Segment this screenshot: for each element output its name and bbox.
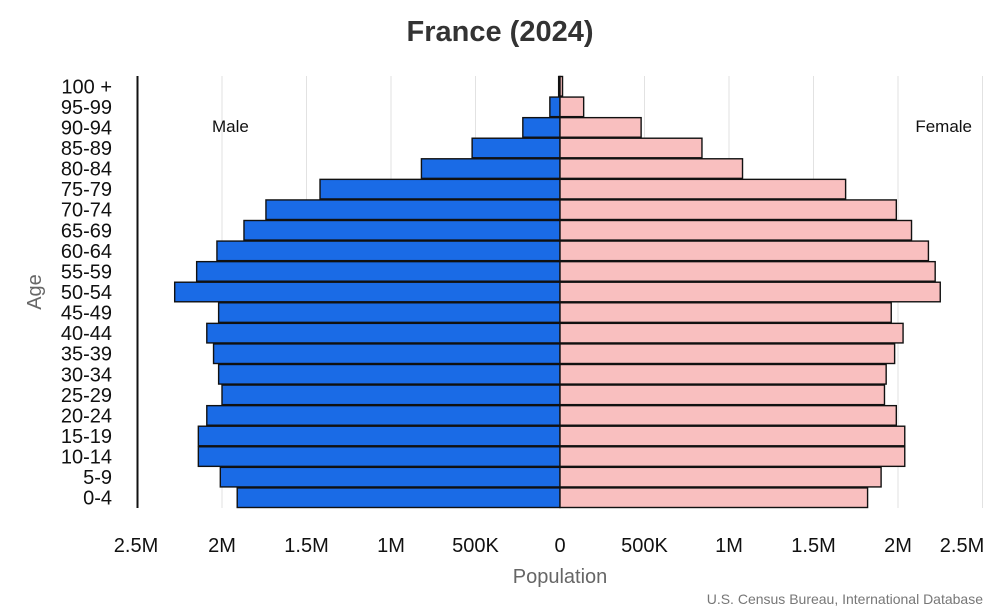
age-tick-label: 40-44 <box>61 323 112 345</box>
female-bar-85-89 <box>559 137 703 159</box>
age-tick-label: 45-49 <box>61 303 112 325</box>
age-tick-label: 15-19 <box>61 426 112 448</box>
y-axis-title: Age <box>24 274 46 310</box>
age-tick-label: 0-4 <box>83 488 112 510</box>
population-tick-label: 1.5M <box>284 535 328 557</box>
population-tick-label: 500K <box>621 535 668 557</box>
population-tick-label: 1M <box>715 535 743 557</box>
female-bar-25-29 <box>559 384 886 406</box>
age-tick-label: 60-64 <box>61 241 112 263</box>
population-tick-labels: 2.5M 2M 1.5M 1M 500K 0 500K 1M 1.5M 2M 2.5M <box>114 535 984 557</box>
female-bar-50-54 <box>559 281 941 303</box>
male-bar-50-54 <box>173 281 561 303</box>
female-bar-100 <box>559 75 564 97</box>
age-tick-label: 95-99 <box>61 97 112 119</box>
population-tick-label: 500K <box>452 535 499 557</box>
population-tick-label: 1.5M <box>791 535 835 557</box>
male-bar-5-9 <box>219 466 561 488</box>
population-tick-label: 2.5M <box>940 535 984 557</box>
chart-title: France (2024) <box>407 16 594 48</box>
male-bar-85-89 <box>471 137 561 159</box>
female-bar-10-14 <box>559 446 906 468</box>
male-bar-35-39 <box>212 343 561 365</box>
age-tick-label: 65-69 <box>61 220 112 242</box>
female-bar-40-44 <box>559 322 904 344</box>
male-bar-60-64 <box>216 240 561 262</box>
male-bar-20-24 <box>206 404 561 426</box>
age-tick-label: 25-29 <box>61 385 112 407</box>
male-bar-10-14 <box>197 446 561 468</box>
male-bar-95-99 <box>549 96 561 118</box>
female-bar-30-34 <box>559 363 887 385</box>
population-tick-label: 2.5M <box>114 535 158 557</box>
female-bar-80-84 <box>559 158 744 180</box>
female-side-label: Female <box>915 117 972 136</box>
age-tick-label: 5-9 <box>83 467 112 489</box>
male-bar-15-19 <box>197 425 561 447</box>
male-bar-90-94 <box>522 116 561 138</box>
female-bar-35-39 <box>559 343 896 365</box>
male-bar-30-34 <box>217 363 561 385</box>
female-bar-55-59 <box>559 260 936 282</box>
female-bar-45-49 <box>559 302 892 324</box>
female-bar-70-74 <box>559 199 898 221</box>
female-bar-60-64 <box>559 240 930 262</box>
male-bar-40-44 <box>206 322 561 344</box>
population-tick-label: 0 <box>554 535 565 557</box>
age-tick-label: 85-89 <box>61 138 112 160</box>
female-bar-20-24 <box>559 404 898 426</box>
female-bar-95-99 <box>559 96 585 118</box>
population-tick-label: 2M <box>208 535 236 557</box>
male-bar-70-74 <box>265 199 561 221</box>
age-tick-label: 90-94 <box>61 117 112 139</box>
age-tick-label: 70-74 <box>61 200 112 222</box>
male-bar-0-4 <box>236 487 561 509</box>
female-bar-75-79 <box>559 178 847 200</box>
age-tick-label: 80-84 <box>61 159 112 181</box>
male-bar-65-69 <box>243 219 561 241</box>
male-bar-80-84 <box>420 158 561 180</box>
female-bar-90-94 <box>559 116 642 138</box>
male-side-label: Male <box>212 117 249 136</box>
age-tick-labels: 0-45-910-1415-1920-2425-2930-3435-3940-4… <box>61 76 112 509</box>
age-tick-label: 10-14 <box>61 447 112 469</box>
male-bar-25-29 <box>221 384 561 406</box>
age-tick-label: 20-24 <box>61 405 112 427</box>
age-tick-label: 30-34 <box>61 364 112 386</box>
source-note: U.S. Census Bureau, International Databa… <box>707 591 983 607</box>
age-tick-label: 50-54 <box>61 282 112 304</box>
age-tick-label: 100 + <box>61 76 112 98</box>
bars <box>173 75 941 509</box>
female-bar-0-4 <box>559 487 869 509</box>
female-bar-65-69 <box>559 219 913 241</box>
male-bar-45-49 <box>217 302 561 324</box>
male-bar-75-79 <box>319 178 561 200</box>
female-bar-15-19 <box>559 425 906 447</box>
age-tick-label: 35-39 <box>61 344 112 366</box>
age-tick-label: 55-59 <box>61 261 112 283</box>
female-bar-5-9 <box>559 466 882 488</box>
age-tick-label: 75-79 <box>61 179 112 201</box>
x-axis-title: Population <box>513 566 608 588</box>
population-tick-label: 2M <box>884 535 912 557</box>
male-bar-55-59 <box>195 260 561 282</box>
population-tick-label: 1M <box>377 535 405 557</box>
